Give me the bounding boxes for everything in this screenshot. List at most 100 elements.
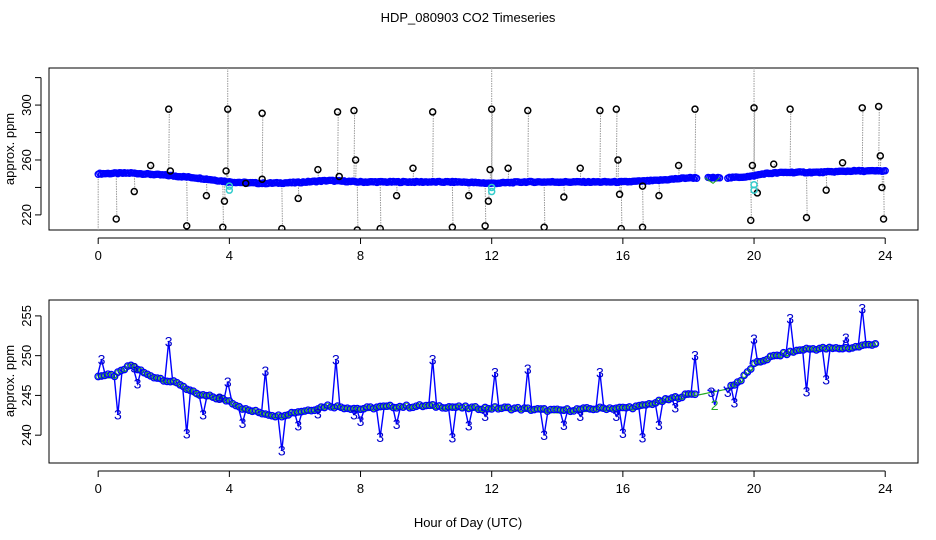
raw-outlier-point [655,191,663,200]
raw-outlier-point [691,105,699,113]
raw-outlier-point [638,223,647,230]
averaged-point [737,376,745,385]
averaged-point [117,366,125,375]
raw-spike-line [642,181,644,228]
raw-outlier-point [486,165,494,174]
averaged-point [871,340,880,348]
raw-outlier-point [258,109,266,118]
raw-spike-line [773,164,775,174]
averaged-spike-line [182,388,192,434]
averaged-count-label: 3 [357,413,365,429]
averaged-count-label: 3 [750,331,758,347]
raw-spike-line [883,170,885,220]
raw-point [715,174,724,182]
averaged-point [468,403,476,412]
raw-spike-line [878,106,880,171]
averaged-panel-x-tick-label: 16 [616,481,630,496]
raw-outlier-point [223,105,232,113]
averaged-count-label: 3 [491,364,499,380]
averaged-count-label: 3 [708,384,716,400]
averaged-count-label: 3 [165,333,173,349]
averaged-spike-line [277,415,287,451]
raw-panel-x-tick-label: 8 [357,248,364,263]
raw-spike-line [353,110,356,182]
averaged-count-label: 3 [98,352,106,368]
raw-spike-line [356,181,359,230]
raw-outlier-point [448,223,457,230]
averaged-count-label: 3 [730,395,738,411]
raw-panel-y-tick-label: 260 [19,149,34,171]
raw-outlier-point [112,215,120,223]
averaged-count-label: 3 [465,418,473,434]
raw-outlier-point [612,105,621,113]
raw-outlier-point [879,215,888,223]
averaged-point [500,403,509,412]
averaged-count-label: 3 [596,364,604,380]
averaged-point [746,365,755,373]
averaged-point [674,394,683,403]
raw-spike-line [751,165,754,177]
averaged-count-label: 3 [350,406,358,422]
averaged-point [727,381,735,390]
averaged-point [537,405,545,413]
averaged-spike-line [749,338,759,365]
averaged-spike-line [391,406,402,425]
averaged-count-label: 3 [803,383,811,399]
averaged-spike-line [595,372,605,409]
averaged-spike-line [857,308,867,346]
raw-spike-line [168,109,170,176]
raw-outlier-point [166,167,175,175]
raw-outlier-point [858,104,867,112]
averaged-count-label: 3 [619,425,627,441]
averaged-spike-line [447,406,457,438]
raw-outlier-point [428,108,437,116]
averaged-count-label: 3 [262,363,270,379]
raw-outlier-point [335,172,343,181]
averaged-spike-line [260,370,271,414]
raw-panel-x-tick-label: 4 [226,248,233,263]
raw-outlier-point [130,187,139,196]
raw-outlier-point [294,194,302,203]
raw-panel-x-tick-label: 0 [95,248,102,263]
averaged-point [133,365,142,374]
raw-outlier-point [351,156,360,164]
averaged-point [182,385,191,394]
raw-spike-line [806,172,808,218]
averaged-spike-line [821,348,831,380]
averaged-count-label: 3 [114,406,122,422]
raw-spike-line [227,109,229,182]
averaged-spike-line [785,318,795,353]
averaged-point [520,404,529,412]
raw-spike-line [620,181,623,229]
averaged-panel-x-tick-label: 20 [747,481,761,496]
averaged-spike-line [331,359,341,407]
raw-outlier-point [874,102,883,111]
raw-outlier-point [748,161,757,170]
averaged-point [589,405,598,414]
raw-spike-line [225,170,228,182]
raw-spike-line [861,107,864,171]
averaged-count-label: 3 [691,348,699,364]
raw-spike-line [281,182,283,229]
averaged-spike-line [355,408,366,424]
averaged-count-label: 3 [612,408,620,424]
averaged-point-inner [748,366,754,372]
raw-outlier-point [838,158,847,167]
raw-outlier-point [802,213,811,222]
raw-outlier-point [560,193,568,201]
raw-spike-line [432,111,434,182]
averaged-count-label: 3 [786,310,794,326]
x-axis-label: Hour of Day (UTC) [414,515,522,530]
raw-outlier-point [638,182,647,190]
averaged-spike-line [198,395,208,415]
averaged-point [596,403,604,412]
averaged-point [691,390,699,399]
raw-spike-line [337,111,339,181]
averaged-spike-line [223,381,233,401]
raw-outlier-point [464,191,473,200]
raw-outlier-point [376,224,384,230]
raw-panel-frame [48,67,919,231]
averaged-count-label: 3 [671,399,679,415]
averaged-count-label: 3 [216,390,224,406]
